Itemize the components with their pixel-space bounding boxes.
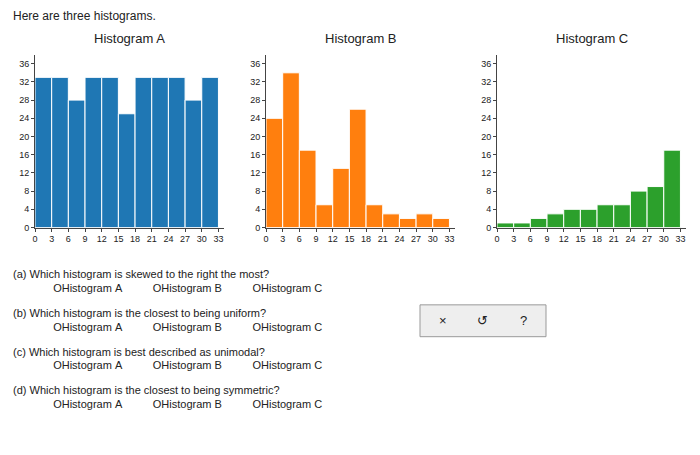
- svg-text:3: 3: [511, 234, 516, 244]
- svg-text:20: 20: [481, 132, 491, 142]
- svg-text:33: 33: [675, 234, 685, 244]
- svg-text:30: 30: [659, 234, 669, 244]
- svg-text:0: 0: [486, 223, 491, 233]
- svg-text:8: 8: [255, 186, 260, 196]
- svg-text:12: 12: [250, 168, 260, 178]
- svg-text:30: 30: [428, 234, 438, 244]
- svg-text:28: 28: [250, 95, 260, 105]
- svg-text:12: 12: [19, 168, 29, 178]
- svg-text:27: 27: [642, 234, 652, 244]
- svg-text:27: 27: [411, 234, 421, 244]
- svg-text:3: 3: [280, 234, 285, 244]
- svg-text:12: 12: [97, 234, 107, 244]
- svg-text:20: 20: [250, 132, 260, 142]
- svg-text:Here are three histograms.: Here are three histograms.: [13, 9, 156, 23]
- svg-text:(c) Which histogram is best de: (c) Which histogram is best described as…: [13, 346, 265, 358]
- svg-text:(b) Which histogram is the clo: (b) Which histogram is the closest to be…: [13, 307, 266, 319]
- svg-text:16: 16: [481, 150, 491, 160]
- svg-text:12: 12: [481, 168, 491, 178]
- svg-text:28: 28: [19, 95, 29, 105]
- svg-text:Histogram A: Histogram A: [94, 31, 165, 46]
- svg-text:?: ?: [520, 313, 527, 328]
- svg-text:9: 9: [545, 234, 550, 244]
- svg-text:24: 24: [481, 113, 491, 123]
- svg-text:OHistogram A OHistogr: OHistogram A OHistogram B OHistogram C: [44, 398, 322, 410]
- svg-text:32: 32: [481, 77, 491, 87]
- svg-text:32: 32: [19, 77, 29, 87]
- svg-text:4: 4: [24, 204, 29, 214]
- svg-text:15: 15: [113, 234, 123, 244]
- svg-text:36: 36: [19, 59, 29, 69]
- svg-text:0: 0: [263, 234, 268, 244]
- svg-text:18: 18: [592, 234, 602, 244]
- svg-text:36: 36: [250, 59, 260, 69]
- svg-text:0: 0: [24, 223, 29, 233]
- svg-text:28: 28: [481, 95, 491, 105]
- svg-text:(d) Which histogram is the clo: (d) Which histogram is the closest to be…: [13, 384, 280, 396]
- svg-text:16: 16: [19, 150, 29, 160]
- svg-text:8: 8: [24, 186, 29, 196]
- svg-text:(a) Which histogram is skewed: (a) Which histogram is skewed to the rig…: [13, 268, 269, 280]
- svg-text:16: 16: [250, 150, 260, 160]
- svg-text:15: 15: [344, 234, 354, 244]
- svg-text:21: 21: [147, 234, 157, 244]
- svg-text:9: 9: [83, 234, 88, 244]
- svg-text:15: 15: [575, 234, 585, 244]
- svg-text:12: 12: [328, 234, 338, 244]
- svg-text:↺: ↺: [477, 313, 488, 328]
- svg-text:3: 3: [49, 234, 54, 244]
- svg-text:6: 6: [66, 234, 71, 244]
- svg-text:6: 6: [297, 234, 302, 244]
- svg-text:20: 20: [19, 132, 29, 142]
- svg-text:Histogram C: Histogram C: [556, 31, 628, 46]
- svg-text:33: 33: [213, 234, 223, 244]
- svg-text:30: 30: [197, 234, 207, 244]
- svg-text:24: 24: [19, 113, 29, 123]
- svg-text:OHistogram A OHistogr: OHistogram A OHistogram B OHistogram C: [44, 282, 322, 294]
- svg-text:24: 24: [250, 113, 260, 123]
- svg-text:32: 32: [250, 77, 260, 87]
- svg-text:36: 36: [481, 59, 491, 69]
- svg-text:21: 21: [609, 234, 619, 244]
- svg-text:24: 24: [625, 234, 635, 244]
- svg-text:4: 4: [486, 204, 491, 214]
- svg-text:0: 0: [255, 223, 260, 233]
- svg-text:6: 6: [528, 234, 533, 244]
- svg-text:4: 4: [255, 204, 260, 214]
- svg-text:12: 12: [559, 234, 569, 244]
- svg-text:9: 9: [314, 234, 319, 244]
- svg-text:×: ×: [439, 313, 447, 328]
- svg-text:21: 21: [378, 234, 388, 244]
- svg-text:OHistogram A OHistogr: OHistogram A OHistogram B OHistogram C: [44, 321, 322, 333]
- svg-text:33: 33: [444, 234, 454, 244]
- svg-text:27: 27: [180, 234, 190, 244]
- svg-text:24: 24: [163, 234, 173, 244]
- svg-text:OHistogram A OHistogr: OHistogram A OHistogram B OHistogram C: [44, 359, 322, 371]
- svg-text:Histogram B: Histogram B: [325, 31, 397, 46]
- svg-text:24: 24: [394, 234, 404, 244]
- svg-text:18: 18: [361, 234, 371, 244]
- svg-text:0: 0: [32, 234, 37, 244]
- svg-text:0: 0: [494, 234, 499, 244]
- svg-text:8: 8: [486, 186, 491, 196]
- svg-text:18: 18: [130, 234, 140, 244]
